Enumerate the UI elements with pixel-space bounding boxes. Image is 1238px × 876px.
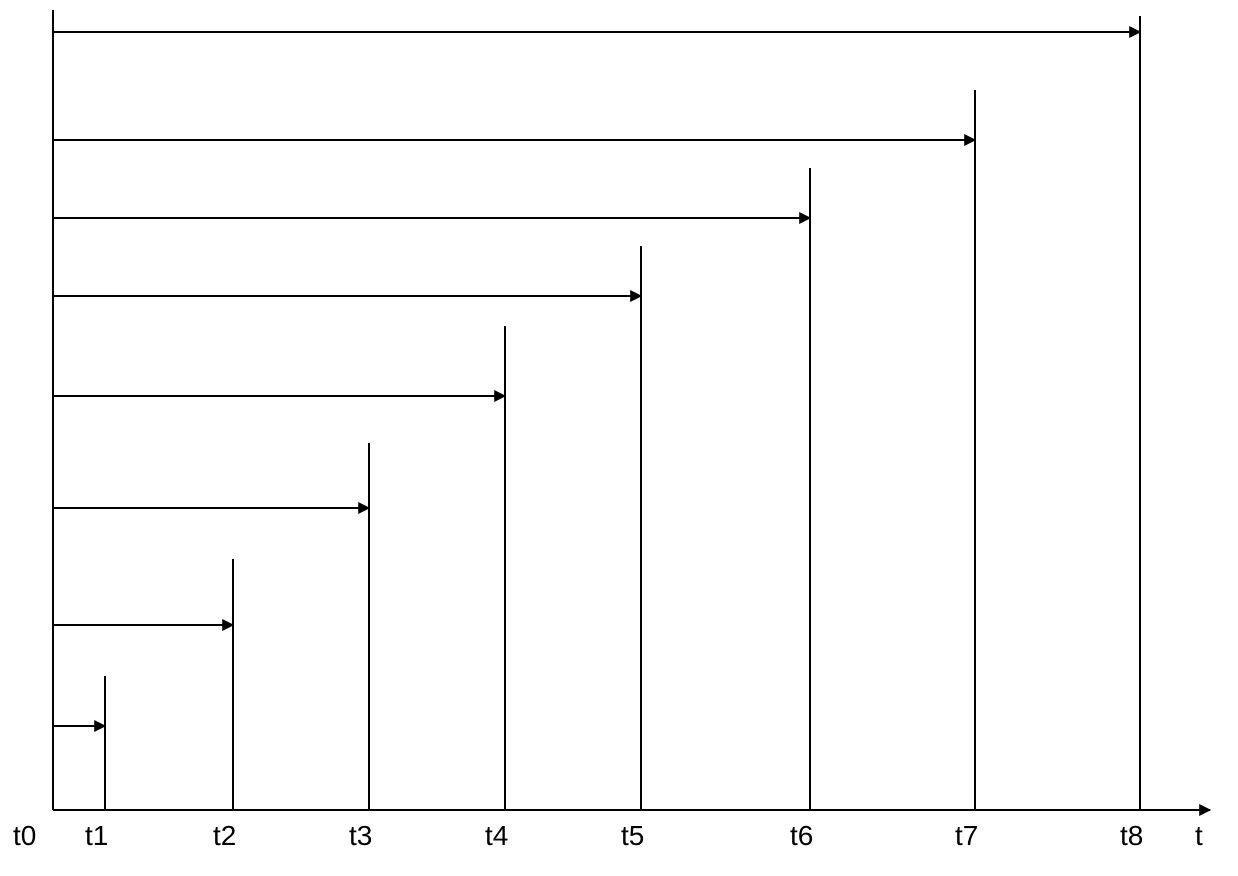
- tick-label-t1: t1: [85, 820, 108, 851]
- diagram-svg: t t0 t1 t2 t3 t4 t5 t6 t7 t8: [0, 0, 1238, 876]
- tick-label-t5: t5: [621, 820, 644, 851]
- tick-label-t3: t3: [349, 820, 372, 851]
- tick-label-t8: t8: [1120, 820, 1143, 851]
- x-axis-label: t: [1195, 820, 1203, 851]
- tick-label-t0: t0: [13, 820, 36, 851]
- tick-label-t7: t7: [955, 820, 978, 851]
- tick-label-t6: t6: [790, 820, 813, 851]
- tick-label-t2: t2: [213, 820, 236, 851]
- timing-diagram: t t0 t1 t2 t3 t4 t5 t6 t7 t8: [0, 0, 1238, 876]
- tick-label-t4: t4: [485, 820, 508, 851]
